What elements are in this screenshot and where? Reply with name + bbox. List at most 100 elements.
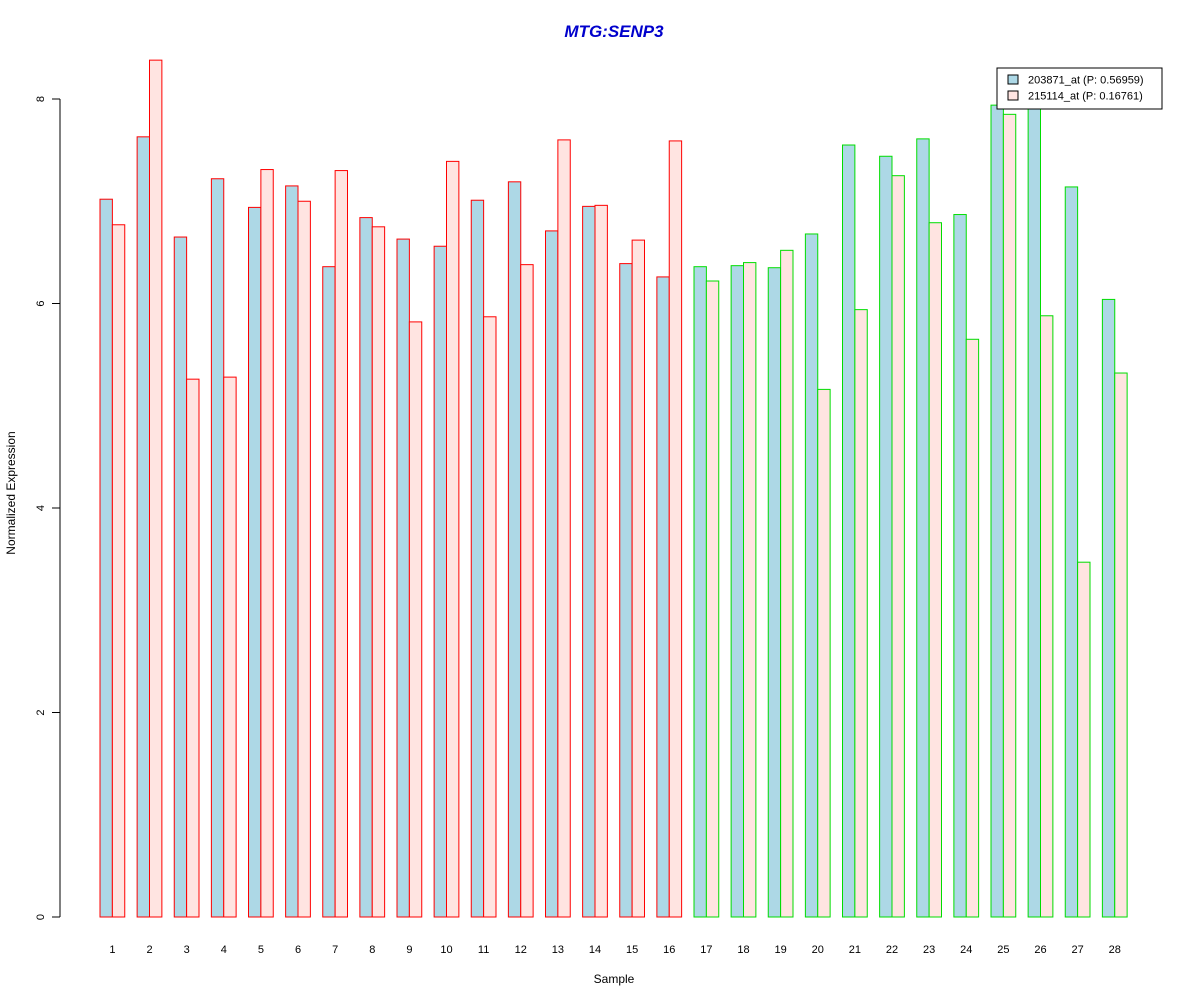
- x-axis-label: Sample: [594, 972, 635, 986]
- bar-series2: [446, 160, 460, 918]
- x-tick-label: 25: [997, 944, 1009, 956]
- chart-title: MTG:SENP3: [564, 22, 664, 41]
- bar-series1: [99, 198, 113, 918]
- bar-series1: [507, 181, 522, 918]
- bar-series2: [334, 170, 348, 918]
- bar-series1: [1064, 186, 1079, 918]
- bar-series1: [767, 267, 782, 918]
- x-tick-labels: 1 2 3 4 5 6 7 8 9 10 11 12 13 14 15 16 17 18 19 20 21 22 23 24 2…: [109, 944, 1121, 956]
- bar-series1: [619, 263, 633, 918]
- x-tick-label: 10: [440, 944, 452, 956]
- bar-series2: [780, 249, 794, 918]
- bar-series1: [656, 276, 670, 918]
- bar-series1: [285, 185, 299, 918]
- legend-entry-label: 215114_at (P: 0.16761): [1028, 91, 1143, 103]
- bar-series1: [916, 138, 930, 918]
- bar-series2: [371, 226, 386, 918]
- x-tick-label: 15: [626, 944, 638, 956]
- bar-series2: [297, 200, 311, 918]
- bar-series1: [248, 206, 262, 918]
- x-tick-label: 12: [515, 944, 527, 956]
- bar-series1: [396, 238, 410, 918]
- bar-series1: [359, 217, 373, 918]
- bar-series1: [210, 178, 225, 918]
- x-tick-label: 23: [923, 944, 935, 956]
- x-tick-label: 22: [886, 944, 898, 956]
- bar-series2: [1077, 561, 1091, 918]
- x-tick-label: 8: [369, 944, 375, 956]
- y-tick-label: 2: [35, 709, 47, 715]
- legend: 203871_at (P: 0.56959) 215114_at (P: 0.16…: [996, 67, 1163, 110]
- x-tick-label: 27: [1072, 944, 1084, 956]
- bar-series2: [1040, 315, 1054, 918]
- bar-series1: [730, 265, 744, 918]
- bar-series2: [408, 321, 423, 918]
- bar-series1: [879, 155, 893, 918]
- bar-series2: [483, 316, 497, 918]
- legend-box: [996, 67, 1163, 110]
- bar-series2: [1114, 372, 1128, 918]
- x-tick-label: 28: [1109, 944, 1121, 956]
- x-tick-label: 13: [552, 944, 564, 956]
- bar-series2: [1002, 113, 1017, 918]
- x-tick-label: 9: [406, 944, 412, 956]
- x-tick-label: 5: [258, 944, 264, 956]
- bar-series1: [545, 230, 559, 918]
- y-tick-label: 6: [35, 300, 47, 306]
- legend-swatch: [1007, 74, 1019, 85]
- x-tick-label: 6: [295, 944, 301, 956]
- x-tick-label: 14: [589, 944, 601, 956]
- bar-series2: [594, 204, 608, 918]
- bar-series2: [817, 388, 831, 918]
- x-tick-label: 11: [478, 944, 489, 956]
- bar-series2: [149, 59, 163, 918]
- bar-series1: [1027, 103, 1041, 918]
- x-tick-label: 2: [146, 944, 152, 956]
- bar-series1: [842, 144, 856, 918]
- bar-series1: [136, 136, 150, 918]
- x-tick-label: 4: [221, 944, 227, 956]
- bar-series1: [1101, 298, 1116, 918]
- x-tick-label: 21: [849, 944, 861, 956]
- x-tick-label: 19: [775, 944, 787, 956]
- bar-series1: [693, 266, 707, 918]
- bar-series2: [891, 175, 905, 918]
- y-axis: 0 2 4 6 8: [35, 96, 61, 920]
- bar-series1: [582, 205, 596, 918]
- x-tick-label: 17: [700, 944, 712, 956]
- legend-swatch: [1007, 90, 1019, 101]
- bar-series2: [557, 139, 571, 918]
- bars: [99, 59, 1128, 918]
- bar-series2: [223, 376, 237, 918]
- x-tick-label: 26: [1034, 944, 1046, 956]
- legend-entry-label: 203871_at (P: 0.56959): [1028, 75, 1144, 87]
- bar-series2: [965, 338, 980, 918]
- x-tick-label: 7: [332, 944, 338, 956]
- bar-series2: [854, 309, 868, 918]
- bar-series2: [260, 169, 274, 918]
- bar-series1: [990, 104, 1004, 918]
- x-tick-label: 20: [812, 944, 824, 956]
- bar-series2: [743, 262, 757, 918]
- bar-series2: [705, 280, 720, 918]
- y-tick-label: 8: [35, 96, 47, 102]
- x-tick-label: 16: [663, 944, 675, 956]
- bar-series2: [520, 264, 534, 918]
- bar-series1: [470, 199, 485, 918]
- bar-series2: [668, 140, 683, 918]
- bar-series1: [804, 233, 819, 918]
- y-axis-label: Normalized Expression: [4, 431, 18, 554]
- bar-series2: [186, 378, 200, 918]
- x-tick-label: 3: [184, 944, 190, 956]
- bar-series1: [953, 214, 967, 918]
- y-tick-label: 0: [35, 914, 47, 920]
- bar-series2: [111, 224, 126, 918]
- y-tick-label: 4: [35, 505, 47, 511]
- bar-series1: [173, 236, 188, 918]
- x-tick-label: 18: [737, 944, 749, 956]
- bar-series1: [433, 245, 447, 918]
- x-tick-label: 1: [109, 944, 115, 956]
- bar-series2: [631, 239, 645, 918]
- x-tick-label: 24: [960, 944, 972, 956]
